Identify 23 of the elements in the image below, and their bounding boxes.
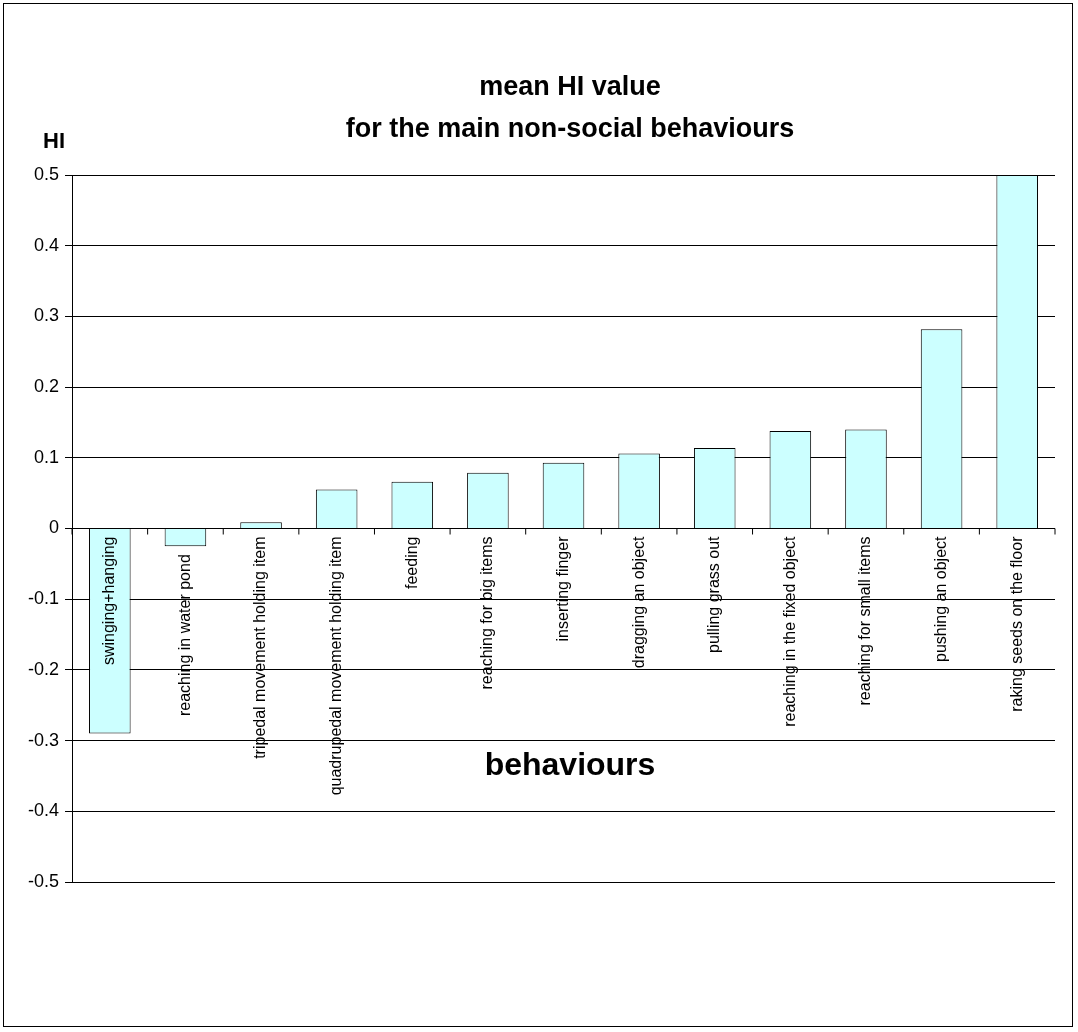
y-tick-label: 0.4 [33,234,60,255]
x-tick-label: reaching for big items [478,536,496,690]
y-tick-label: -0.3 [27,729,60,750]
y-tick-label: 0.2 [33,376,60,397]
x-tick-label: pulling grass out [705,535,723,654]
y-axis-title: HI [43,128,65,154]
y-tick-label: 0.3 [33,305,60,326]
y-tick-label: -0.1 [27,588,60,609]
x-tick-label: tripedal movement holding item [251,536,269,759]
x-tick-label: reaching for small items [856,536,874,706]
y-tick-label: -0.2 [27,658,60,679]
x-tick-label: reaching in water pond [175,554,193,717]
x-tick-label: feeding [402,536,420,589]
x-axis-title: behaviours [484,745,656,782]
y-tick-label: 0 [49,517,60,538]
chart-title: mean HI value for the main non-social behaviours [345,71,795,144]
x-tick-label: quadrupedal movement holding item [327,536,345,796]
y-tick-label: 0.5 [33,163,60,184]
x-tick-label: inserting finger [553,535,571,642]
y-tick-label: -0.4 [27,800,60,821]
y-tick-label: 0.1 [33,446,60,467]
y-tick-label: -0.5 [27,870,60,891]
x-tick-label: swinging+hanging [100,536,118,666]
